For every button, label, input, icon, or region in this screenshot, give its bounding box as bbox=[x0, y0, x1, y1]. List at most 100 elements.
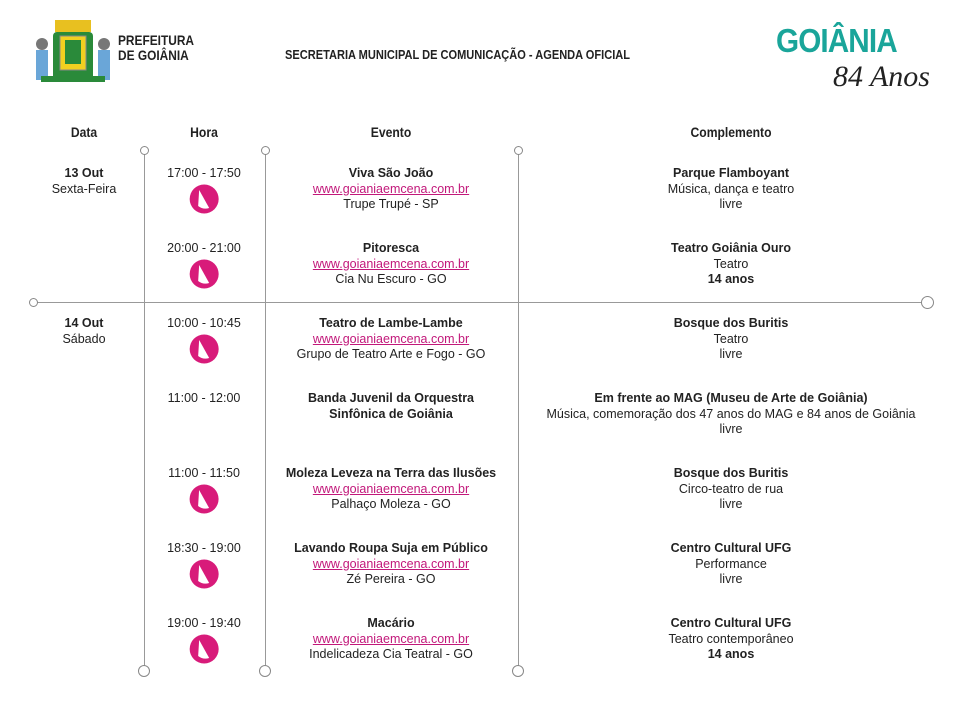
day-date: 13 Out bbox=[64, 166, 104, 180]
column-header-event: Evento bbox=[370, 125, 412, 140]
event-group: Zé Pereira - GO bbox=[346, 572, 436, 586]
time-range: 17:00 - 17:50 bbox=[167, 166, 241, 180]
event-group: Grupo de Teatro Arte e Fogo - GO bbox=[296, 347, 486, 361]
event-complement: Centro Cultural UFG Teatro contemporâneo… bbox=[668, 616, 793, 663]
event-group: Palhaço Moleza - GO bbox=[331, 497, 451, 511]
event-type: Música, dança e teatro bbox=[667, 181, 795, 196]
event-link[interactable]: www.goianiaemcena.com.br bbox=[312, 481, 470, 496]
event-rating: livre bbox=[719, 422, 743, 436]
time-range: 19:00 - 19:40 bbox=[167, 616, 241, 630]
ticket-icon[interactable] bbox=[189, 184, 219, 214]
time-range: 10:00 - 10:45 bbox=[167, 316, 241, 330]
event-time: 10:00 - 10:45 bbox=[167, 316, 241, 364]
event-info: Pitoresca www.goianiaemcena.com.br Cia Nu … bbox=[313, 241, 469, 288]
event-title: Sinfônica de Goiânia bbox=[329, 406, 453, 421]
event-place: Parque Flamboyant bbox=[673, 166, 789, 180]
event-time: 17:00 - 17:50 bbox=[167, 166, 241, 214]
event-type: Música, comemoração dos 47 anos do MAG e… bbox=[546, 406, 916, 421]
event-type: Teatro bbox=[713, 331, 749, 346]
event-rating: 14 anos bbox=[707, 272, 755, 286]
event-rating: livre bbox=[719, 572, 743, 586]
event-complement: Bosque dos Buritis Circo-teatro de rua l… bbox=[674, 466, 789, 513]
event-title: Teatro de Lambe-Lambe bbox=[319, 316, 463, 330]
event-group: Trupe Trupé - SP bbox=[343, 197, 439, 211]
time-range: 20:00 - 21:00 bbox=[167, 241, 241, 255]
event-title: Macário bbox=[367, 616, 415, 630]
event-info: Teatro de Lambe-Lambe www.goianiaemcena.c… bbox=[297, 316, 486, 363]
event-link[interactable]: www.goianiaemcena.com.br bbox=[312, 181, 470, 196]
divider bbox=[518, 154, 519, 667]
event-time: 11:00 - 12:00 bbox=[168, 391, 241, 407]
goiania-84-logo: GOIÂNIA bbox=[776, 22, 898, 59]
time-range: 11:00 - 11:50 bbox=[168, 466, 240, 480]
divider bbox=[265, 154, 266, 667]
event-place: Centro Cultural UFG bbox=[670, 616, 792, 630]
ticket-icon[interactable] bbox=[189, 259, 219, 289]
line-end-dot bbox=[512, 665, 524, 677]
prefeitura-logo-text: PREFEITURA DE GOIÂNIA bbox=[118, 33, 194, 63]
event-title: Pitoresca bbox=[362, 241, 420, 255]
line-end-dot bbox=[29, 298, 38, 307]
line-end-dot bbox=[138, 665, 150, 677]
event-type: Teatro bbox=[713, 256, 749, 271]
event-info: Moleza Leveza na Terra das Ilusões www.go… bbox=[286, 466, 496, 513]
event-link[interactable]: www.goianiaemcena.com.br bbox=[312, 556, 470, 571]
event-type: Circo-teatro de rua bbox=[678, 481, 784, 496]
event-time: 11:00 - 11:50 bbox=[168, 466, 240, 514]
ticket-icon[interactable] bbox=[189, 634, 219, 664]
event-info: Macário www.goianiaemcena.com.br Indelicad… bbox=[309, 616, 473, 663]
event-place: Teatro Goiânia Ouro bbox=[671, 241, 791, 255]
line-end-dot bbox=[261, 146, 270, 155]
day-divider bbox=[37, 302, 923, 303]
event-link[interactable]: www.goianiaemcena.com.br bbox=[312, 256, 470, 271]
column-header-complement: Complemento bbox=[690, 125, 772, 140]
time-range: 18:30 - 19:00 bbox=[167, 541, 241, 555]
event-rating: livre bbox=[719, 497, 743, 511]
event-info: Lavando Roupa Suja em Público www.goiania… bbox=[294, 541, 488, 588]
time-range: 11:00 - 12:00 bbox=[167, 391, 241, 405]
event-complement: Parque Flamboyant Música, dança e teatro… bbox=[668, 166, 794, 213]
ticket-icon[interactable] bbox=[189, 559, 219, 589]
event-time: 20:00 - 21:00 bbox=[167, 241, 241, 289]
logo-84-anos: 84 Anos bbox=[833, 60, 930, 93]
logo-line-2: DE GOIÂNIA bbox=[118, 47, 189, 63]
column-header-date: Data bbox=[70, 125, 98, 140]
event-link[interactable]: www.goianiaemcena.com.br bbox=[312, 631, 470, 646]
event-group: Cia Nu Escuro - GO bbox=[335, 272, 447, 286]
logo-line-1: PREFEITURA bbox=[118, 32, 195, 48]
event-title: Viva São João bbox=[348, 166, 434, 180]
page-title: SECRETARIA MUNICIPAL DE COMUNICAÇÃO - AG… bbox=[285, 47, 631, 62]
event-complement: Centro Cultural UFG Performance livre bbox=[671, 541, 792, 588]
event-rating: 14 anos bbox=[707, 647, 755, 661]
event-place: Bosque dos Buritis bbox=[673, 466, 789, 480]
event-title: Banda Juvenil da Orquestra bbox=[307, 391, 475, 405]
ticket-icon[interactable] bbox=[189, 484, 219, 514]
event-place: Em frente ao MAG (Museu de Arte de Goiân… bbox=[594, 391, 868, 405]
event-rating: livre bbox=[719, 347, 743, 361]
day-weekday: Sábado bbox=[62, 331, 106, 346]
event-group: Indelicadeza Cia Teatral - GO bbox=[309, 647, 473, 661]
day-label: 13 Out Sexta-Feira bbox=[52, 166, 117, 197]
event-complement: Em frente ao MAG (Museu de Arte de Goiân… bbox=[547, 391, 916, 438]
event-title: Moleza Leveza na Terra das Ilusões bbox=[285, 466, 497, 480]
event-time: 19:00 - 19:40 bbox=[167, 616, 241, 664]
event-type: Teatro contemporâneo bbox=[668, 631, 794, 646]
event-complement: Bosque dos Buritis Teatro livre bbox=[674, 316, 789, 363]
day-weekday: Sexta-Feira bbox=[51, 181, 117, 196]
column-header-time: Hora bbox=[190, 125, 218, 140]
line-end-dot bbox=[259, 665, 271, 677]
day-date: 14 Out bbox=[64, 316, 104, 330]
event-link[interactable]: www.goianiaemcena.com.br bbox=[312, 331, 470, 346]
event-rating: livre bbox=[719, 197, 743, 211]
event-place: Centro Cultural UFG bbox=[670, 541, 792, 555]
ticket-icon[interactable] bbox=[189, 334, 219, 364]
event-complement: Teatro Goiânia Ouro Teatro 14 anos bbox=[671, 241, 791, 288]
day-label: 14 Out Sábado bbox=[62, 316, 105, 347]
city-coat-of-arms-logo bbox=[36, 20, 110, 82]
line-end-dot bbox=[140, 146, 149, 155]
event-info: Viva São João www.goianiaemcena.com.br Tru… bbox=[313, 166, 469, 213]
event-type: Performance bbox=[695, 556, 767, 571]
line-end-dot bbox=[921, 296, 934, 309]
event-title: Lavando Roupa Suja em Público bbox=[294, 541, 488, 555]
